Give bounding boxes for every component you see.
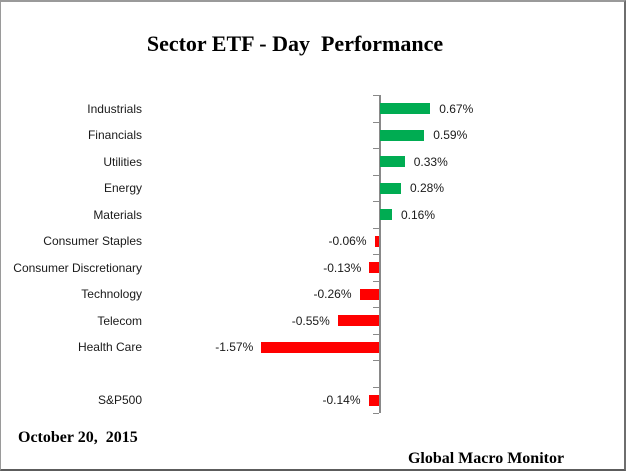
bar — [337, 315, 379, 326]
value-label: 0.28% — [410, 181, 445, 195]
bar — [359, 288, 379, 300]
bar — [368, 394, 379, 406]
axis-tick — [373, 307, 379, 309]
bar — [380, 182, 401, 194]
value-label: 0.59% — [433, 128, 468, 142]
axis-tick — [373, 174, 379, 176]
axis-tick — [373, 386, 379, 388]
category-label: Financials — [87, 128, 142, 142]
bar — [380, 156, 405, 167]
value-label: -0.13% — [323, 260, 362, 275]
value-label: -0.06% — [328, 234, 367, 248]
source-attribution: Global Macro Monitor macromon.wordpress.… — [366, 411, 606, 471]
axis-tick — [373, 280, 379, 282]
category-axis-line — [379, 95, 381, 414]
axis-tick — [373, 360, 379, 362]
chart-title: Sector ETF - Day Performance — [146, 31, 444, 56]
category-label: Industrials — [87, 101, 142, 116]
axis-tick — [373, 333, 379, 335]
axis-tick — [373, 254, 379, 256]
axis-tick — [373, 121, 379, 123]
value-label: -0.14% — [322, 393, 361, 407]
axis-tick — [373, 413, 379, 415]
bar — [261, 341, 379, 353]
bar — [380, 129, 425, 141]
category-label: S&P500 — [97, 393, 142, 407]
category-label: Telecom — [97, 313, 142, 328]
bar — [369, 262, 379, 273]
axis-tick — [373, 201, 379, 203]
bar — [374, 235, 379, 247]
value-label: -0.26% — [313, 287, 352, 301]
axis-tick — [373, 95, 379, 97]
value-label: -0.55% — [291, 313, 330, 328]
category-label: Consumer Discretionary — [13, 260, 142, 275]
value-label: 0.16% — [401, 207, 436, 222]
date-label: October 20, 2015 — [18, 429, 138, 446]
category-label: Health Care — [77, 340, 142, 354]
bar — [380, 103, 431, 114]
category-label: Materials — [93, 207, 142, 222]
category-label: Technology — [81, 287, 142, 301]
category-label: Energy — [103, 181, 142, 195]
axis-tick — [373, 148, 379, 150]
bar — [380, 209, 392, 220]
value-label: -1.57% — [215, 340, 254, 354]
axis-tick — [373, 227, 379, 229]
category-label: Consumer Staples — [43, 234, 142, 248]
category-label: Utilities — [103, 154, 142, 169]
value-label: 0.33% — [413, 154, 448, 169]
source-title: Global Macro Monitor — [407, 450, 565, 467]
value-label: 0.67% — [439, 101, 474, 116]
